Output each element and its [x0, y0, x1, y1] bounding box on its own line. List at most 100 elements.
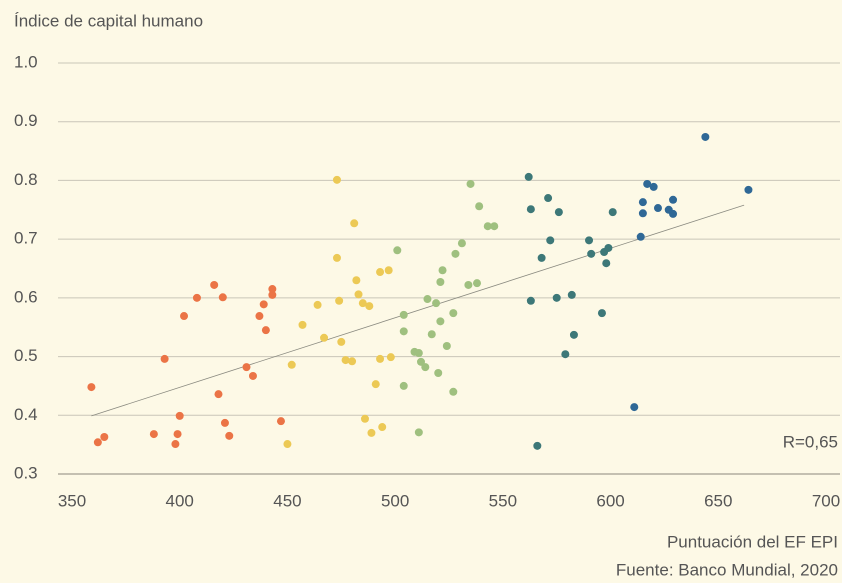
point [653, 204, 662, 213]
point [255, 312, 264, 321]
x-tick-label: 600 [596, 491, 624, 510]
x-tick-label: 350 [58, 491, 86, 510]
y-tick-label: 0.5 [14, 346, 38, 365]
point [335, 296, 344, 305]
point [268, 290, 277, 299]
point [341, 356, 350, 365]
point [386, 353, 395, 362]
point [261, 326, 270, 335]
y-tick-label: 0.9 [14, 111, 38, 130]
point [160, 354, 169, 363]
y-axis-label: Índice de capital humano [14, 11, 203, 30]
point [552, 293, 561, 302]
point [526, 205, 535, 214]
point [320, 333, 329, 342]
point [569, 330, 578, 339]
y-tick-label: 0.8 [14, 170, 38, 189]
y-tick-label: 0.7 [14, 229, 38, 248]
point [449, 387, 458, 396]
point [399, 327, 408, 336]
point [175, 411, 184, 420]
point [473, 279, 482, 288]
point [416, 357, 425, 366]
point [384, 266, 393, 275]
point [701, 132, 710, 141]
point [149, 430, 158, 439]
point [744, 185, 753, 194]
point [171, 440, 180, 449]
point [630, 403, 639, 412]
point [220, 418, 229, 427]
point [602, 259, 611, 268]
point [210, 280, 219, 289]
point [393, 246, 402, 255]
x-tick-label: 650 [704, 491, 732, 510]
point [567, 290, 576, 299]
point [360, 414, 369, 423]
point [348, 357, 357, 366]
point [242, 363, 251, 372]
point [533, 441, 542, 450]
point [248, 371, 257, 380]
point [669, 195, 678, 204]
point [442, 342, 451, 351]
point [449, 309, 458, 318]
point [214, 390, 223, 399]
point [537, 253, 546, 262]
point [649, 182, 658, 191]
point [225, 431, 234, 440]
point [434, 369, 443, 378]
point [585, 236, 594, 245]
point [352, 276, 361, 285]
point [414, 428, 423, 437]
point [475, 202, 484, 211]
point [376, 268, 385, 277]
y-tick-label: 0.6 [14, 287, 38, 306]
point [597, 309, 606, 318]
point [524, 172, 533, 181]
point [378, 423, 387, 432]
point [561, 350, 570, 359]
point [604, 243, 613, 252]
point [432, 299, 441, 308]
point [587, 249, 596, 258]
point [358, 299, 367, 308]
point [87, 383, 96, 392]
point [365, 302, 374, 311]
y-tick-label: 0.4 [14, 405, 38, 424]
x-axis-label: Puntuación del EF EPI [667, 532, 838, 551]
point [350, 219, 359, 228]
point [367, 428, 376, 437]
x-tick-label: 550 [489, 491, 517, 510]
point [332, 253, 341, 262]
point [268, 285, 277, 294]
point [93, 438, 102, 447]
point [192, 293, 201, 302]
point [332, 175, 341, 184]
point [180, 312, 189, 321]
point [608, 208, 617, 217]
point [371, 380, 380, 389]
point [287, 360, 296, 369]
point [643, 179, 652, 188]
point [438, 266, 447, 275]
point [490, 222, 499, 231]
point [436, 317, 445, 326]
point [638, 209, 647, 218]
point [337, 337, 346, 346]
point [436, 278, 445, 287]
point [100, 433, 109, 442]
point [427, 330, 436, 339]
x-tick-label: 700 [812, 491, 840, 510]
point [483, 222, 492, 231]
x-tick-label: 400 [166, 491, 194, 510]
point [276, 417, 285, 426]
point [354, 290, 363, 299]
x-tick-label: 450 [273, 491, 301, 510]
point [399, 310, 408, 319]
x-tick-label: 500 [381, 491, 409, 510]
y-tick-label: 0.3 [14, 463, 38, 482]
point [451, 249, 460, 258]
point [554, 208, 563, 217]
